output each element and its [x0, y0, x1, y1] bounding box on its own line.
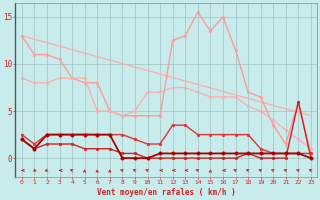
X-axis label: Vent moyen/en rafales ( km/h ): Vent moyen/en rafales ( km/h ): [97, 188, 236, 197]
